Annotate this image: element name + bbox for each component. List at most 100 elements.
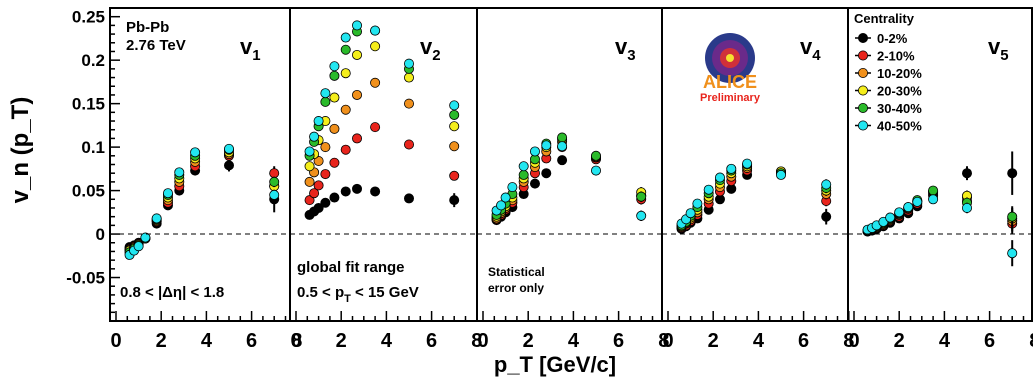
data-point	[449, 100, 460, 111]
data-point	[496, 200, 507, 211]
data-point	[174, 167, 185, 178]
data-point	[304, 146, 315, 157]
x-tick-label: 4	[568, 330, 580, 352]
data-point	[329, 92, 340, 103]
data-point	[403, 139, 414, 150]
data-point	[1007, 248, 1018, 259]
data-point	[591, 165, 602, 176]
data-point	[529, 178, 540, 189]
data-point	[449, 170, 460, 181]
legend-marker	[858, 33, 869, 44]
data-point	[223, 160, 234, 171]
data-point	[340, 144, 351, 155]
data-point	[370, 77, 381, 88]
stat-error-label-2: error only	[488, 281, 544, 295]
data-point	[313, 116, 324, 127]
alice-logo-sub: Preliminary	[700, 92, 761, 104]
x-tick-label: 0	[848, 330, 859, 352]
x-tick-label: 2	[523, 330, 534, 352]
data-point	[403, 72, 414, 83]
axes-layer: 0.250.20.150.10.050-0.050 2 4 6 80 2 4 6 80 2 4 6 80…	[66, 7, 1033, 352]
x-tick-label: 6	[613, 330, 624, 352]
x-tick-label: 6	[246, 330, 257, 352]
data-point	[591, 150, 602, 161]
legend-label: 0-2%	[877, 31, 908, 46]
alice-logo-text: ALICE	[703, 72, 757, 92]
x-tick-label: 8	[291, 330, 302, 352]
data-point	[140, 232, 151, 243]
panel-label: v1	[240, 34, 261, 64]
data-point	[449, 121, 460, 132]
y-tick-label: 0.15	[72, 95, 105, 114]
data-point	[703, 184, 714, 195]
data-point	[370, 41, 381, 52]
data-point	[370, 122, 381, 133]
data-point	[885, 212, 896, 223]
x-tick-label: 2	[708, 330, 719, 352]
data-point	[320, 96, 331, 107]
data-point	[776, 169, 787, 180]
data-point	[928, 185, 939, 196]
data-point	[714, 172, 725, 183]
data-point	[313, 156, 324, 167]
data-point	[557, 141, 568, 152]
x-tick-label: 6	[426, 330, 437, 352]
data-point	[329, 123, 340, 134]
y-axis-title: v_n (p_T)	[7, 97, 34, 204]
data-point	[1007, 168, 1018, 179]
data-point	[190, 147, 201, 158]
data-point	[340, 44, 351, 55]
y-tick-label: 0.2	[81, 51, 105, 70]
data-point	[557, 132, 568, 143]
x-tick-label: 0	[110, 330, 121, 352]
data-point	[557, 155, 568, 166]
data-point	[320, 142, 331, 153]
data-point	[894, 207, 905, 218]
x-tick-label: 0	[477, 330, 488, 352]
data-point	[726, 163, 737, 174]
data-point	[403, 193, 414, 204]
x-tick-label: 0	[662, 330, 673, 352]
data-point	[636, 210, 647, 221]
data-point	[269, 189, 280, 200]
fit-range-label-2: 0.5 < pT < 15 GeV	[297, 284, 419, 305]
data-point	[352, 20, 363, 31]
data-point	[223, 143, 234, 154]
x-tick-label: 2	[156, 330, 167, 352]
data-point	[821, 179, 832, 190]
x-tick-label: 0	[290, 330, 301, 352]
data-point	[352, 49, 363, 60]
data-point	[962, 202, 973, 213]
data-point	[370, 25, 381, 36]
panel-layer	[124, 20, 1018, 267]
data-point	[449, 195, 460, 206]
legend-marker	[858, 68, 869, 79]
data-point	[518, 161, 529, 172]
y-tick-label: 0.05	[72, 182, 105, 201]
data-point	[541, 140, 552, 151]
y-tick-label: 0	[96, 225, 105, 244]
y-tick-label: -0.05	[66, 269, 105, 288]
data-point	[529, 146, 540, 157]
data-point	[151, 213, 162, 224]
panel-label: v3	[615, 34, 636, 64]
data-point	[903, 202, 914, 213]
panel-1-data	[124, 143, 280, 260]
data-point	[507, 182, 518, 193]
data-point	[329, 157, 340, 168]
x-tick-label: 4	[201, 330, 213, 352]
panel-2-data	[304, 20, 460, 220]
data-point	[912, 196, 923, 207]
panel-label: v4	[800, 34, 821, 64]
stat-error-label-1: Statistical	[488, 265, 545, 279]
legend-marker	[858, 85, 869, 96]
legend-label: 40-50%	[877, 119, 922, 134]
eta-gap-label: 0.8 < |Δη| < 1.8	[120, 284, 224, 301]
data-point	[133, 241, 144, 252]
data-point	[320, 197, 331, 208]
legend-label: 10-20%	[877, 66, 922, 81]
data-point	[340, 68, 351, 79]
data-point	[500, 192, 511, 203]
energy-label: 2.76 TeV	[126, 37, 186, 54]
data-point	[304, 176, 315, 187]
